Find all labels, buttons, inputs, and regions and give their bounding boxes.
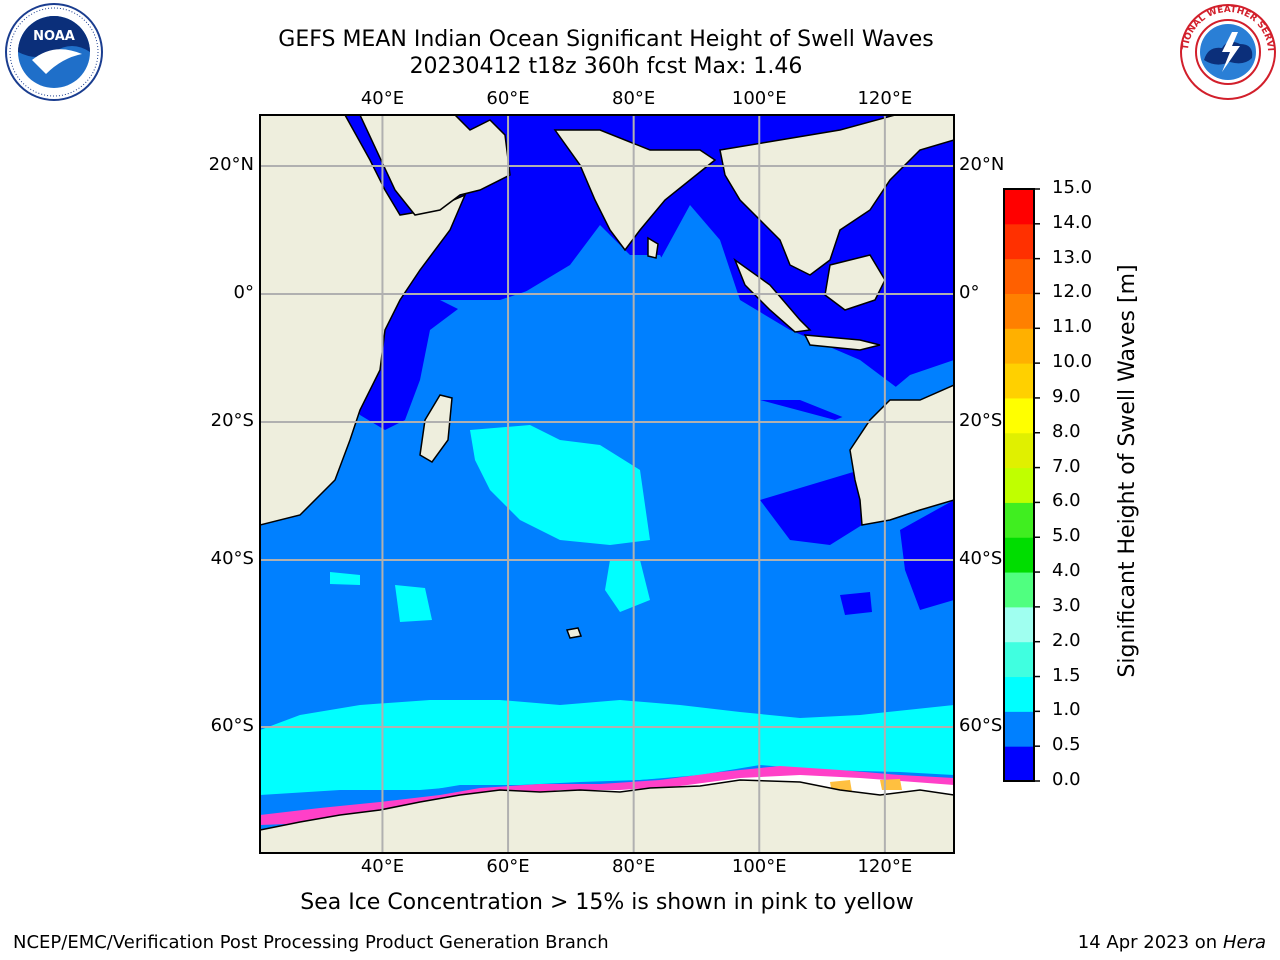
colorbar-tick-label: 2.0 — [1052, 629, 1081, 651]
tick-label: 20°N — [959, 154, 1005, 175]
colorbar-tick-label: 0.0 — [1052, 769, 1081, 790]
tick-label: 40°E — [360, 88, 405, 109]
tick-label: 120°E — [857, 88, 913, 109]
swell-region-low-southeast — [900, 500, 954, 610]
land-java — [803, 334, 881, 351]
colorbar-tick-label: 7.0 — [1052, 455, 1081, 477]
colorbar-tick-label: 5.0 — [1052, 525, 1081, 547]
tick-label: 80°E — [612, 856, 656, 877]
colorbar-tick-label: 3.0 — [1052, 594, 1081, 616]
map-subtitle: 20230412 t18z 360h fcst Max: 1.46 — [409, 54, 803, 79]
colorbar-segment — [1004, 641, 1034, 678]
colorbar-segment — [1004, 328, 1034, 364]
colorbar-segment — [1004, 572, 1034, 608]
swell-region-low-australia — [760, 470, 870, 545]
land-india — [553, 129, 717, 252]
tick-label: 20°N — [208, 154, 254, 175]
colorbar-tick-label: 9.0 — [1052, 385, 1081, 407]
sea-ice-note: Sea Ice Concentration > 15% is shown in … — [300, 890, 914, 915]
colorbar-tick-label: 6.0 — [1052, 490, 1081, 512]
colorbar — [1003, 188, 1040, 782]
colorbar-tick-label: 12.0 — [1052, 281, 1093, 303]
swell-region-cyan-west-2 — [330, 572, 360, 585]
colorbar-segment — [1004, 746, 1034, 782]
colorbar-segment — [1004, 223, 1034, 260]
colorbar-tick-label: 8.0 — [1052, 420, 1081, 442]
land-srilanka — [647, 236, 659, 259]
colorbar-tick-label: 4.0 — [1052, 560, 1081, 582]
svg-text:NOAA: NOAA — [33, 29, 75, 44]
colorbar-segment — [1004, 397, 1034, 434]
colorbar-segment — [1004, 606, 1034, 643]
tick-label: 60°E — [486, 856, 530, 877]
map-frame — [259, 114, 955, 854]
colorbar-tick-label: 0.5 — [1052, 734, 1081, 756]
land-masses — [260, 115, 954, 853]
colorbar-label: Significant Height of Swell Waves [m] — [1115, 264, 1140, 678]
colorbar-segment — [1004, 258, 1034, 294]
swell-region-low-patch — [840, 592, 872, 615]
colorbar-segment — [1004, 432, 1034, 469]
colorbar-tick-label: 15.0 — [1052, 177, 1093, 198]
tick-label: 40°S — [959, 548, 1003, 569]
land-antarctica — [260, 779, 954, 853]
land-kerguelen — [565, 627, 583, 639]
tick-label: 60°S — [959, 715, 1003, 736]
colorbar-segment — [1004, 467, 1034, 503]
colorbar-segment — [1004, 363, 1034, 399]
host-name: Hera — [1222, 932, 1266, 953]
date-stamp: 14 Apr 2023 on Hera — [1078, 932, 1266, 953]
tick-label: 80°E — [612, 88, 656, 109]
tick-label: 60°S — [210, 715, 254, 736]
tick-label: 100°E — [731, 88, 787, 109]
swell-region-cyan-central — [470, 425, 650, 545]
colorbar-tick-label: 11.0 — [1052, 316, 1093, 338]
colorbar-segment — [1004, 676, 1034, 712]
credit-text: NCEP/EMC/Verification Post Processing Pr… — [13, 932, 609, 953]
tick-label: 0° — [233, 282, 254, 303]
swell-region-cyan-central-2 — [605, 560, 650, 612]
tick-label: 20°S — [210, 410, 254, 431]
date-text: 14 Apr 2023 on — [1077, 932, 1223, 953]
tick-label: 40°S — [210, 548, 254, 569]
colorbar-tick-label: 14.0 — [1052, 211, 1093, 233]
tick-label: 20°S — [959, 410, 1003, 431]
swell-region-cyan-west — [395, 585, 432, 622]
tick-label: 40°E — [360, 856, 405, 877]
map-title: GEFS MEAN Indian Ocean Significant Heigh… — [278, 27, 934, 52]
colorbar-tick-label: 1.0 — [1052, 699, 1081, 721]
colorbar-segment — [1004, 189, 1034, 225]
swell-region-mid-north — [440, 205, 900, 420]
nws-logo: NATIONAL WEATHER SERVICE — [1178, 2, 1276, 100]
land-sumatra — [733, 257, 812, 333]
colorbar-segment — [1004, 502, 1034, 538]
colorbar-segment — [1004, 537, 1034, 573]
colorbar-segment — [1004, 293, 1034, 329]
colorbar-segment — [1004, 711, 1034, 747]
tick-label: 0° — [959, 282, 980, 303]
sea-ice-yellow-patches — [285, 779, 902, 835]
tick-label: 120°E — [857, 856, 913, 877]
colorbar-tick-label: 1.5 — [1052, 664, 1081, 686]
land-australia — [849, 384, 954, 526]
gridlines — [260, 115, 954, 853]
colorbar-tick-label: 13.0 — [1052, 246, 1093, 268]
colorbar-tick-label: 10.0 — [1052, 351, 1093, 373]
tick-label: 60°E — [486, 88, 530, 109]
land-madagascar — [419, 394, 453, 463]
noaa-logo: NOAA — [5, 3, 103, 101]
colorbar-frame — [1003, 188, 1035, 782]
tick-label: 100°E — [731, 856, 787, 877]
